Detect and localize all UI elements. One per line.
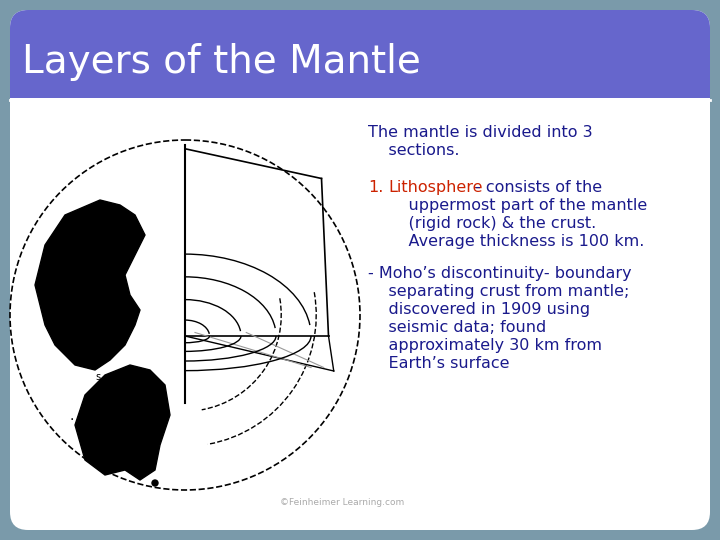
Ellipse shape bbox=[74, 281, 86, 289]
Text: Earth’s surface: Earth’s surface bbox=[368, 356, 510, 371]
Ellipse shape bbox=[10, 140, 360, 490]
Circle shape bbox=[112, 447, 118, 453]
Text: 1.: 1. bbox=[368, 180, 383, 195]
Text: ©Feinheimer Learning.com: ©Feinheimer Learning.com bbox=[280, 498, 404, 507]
Text: (rigid rock) & the crust.: (rigid rock) & the crust. bbox=[388, 216, 596, 231]
Polygon shape bbox=[75, 365, 170, 480]
Text: Layers of the Mantle: Layers of the Mantle bbox=[22, 43, 421, 81]
Text: Average thickness is 100 km.: Average thickness is 100 km. bbox=[388, 234, 644, 249]
Polygon shape bbox=[35, 200, 145, 370]
Text: separating crust from mantle;: separating crust from mantle; bbox=[368, 284, 629, 299]
FancyBboxPatch shape bbox=[10, 10, 710, 530]
Bar bbox=[10, 70, 710, 98]
Text: - Moho’s discontinuity- boundary: - Moho’s discontinuity- boundary bbox=[368, 266, 631, 281]
Text: uppermost part of the mantle: uppermost part of the mantle bbox=[388, 198, 647, 213]
Text: s: s bbox=[95, 372, 100, 382]
Ellipse shape bbox=[83, 320, 97, 330]
Text: - consists of the: - consists of the bbox=[475, 180, 602, 195]
FancyBboxPatch shape bbox=[10, 10, 710, 98]
Text: .: . bbox=[69, 409, 73, 423]
Circle shape bbox=[152, 480, 158, 486]
Text: discovered in 1909 using: discovered in 1909 using bbox=[368, 302, 590, 317]
Text: sections.: sections. bbox=[368, 143, 459, 158]
Ellipse shape bbox=[78, 255, 92, 265]
Text: approximately 30 km from: approximately 30 km from bbox=[368, 338, 602, 353]
FancyBboxPatch shape bbox=[4, 4, 716, 536]
Ellipse shape bbox=[95, 334, 115, 346]
Text: Lithosphere: Lithosphere bbox=[388, 180, 482, 195]
Text: seismic data; found: seismic data; found bbox=[368, 320, 546, 335]
Text: The mantle is divided into 3: The mantle is divided into 3 bbox=[368, 125, 593, 140]
Ellipse shape bbox=[110, 301, 120, 309]
Ellipse shape bbox=[61, 229, 79, 241]
